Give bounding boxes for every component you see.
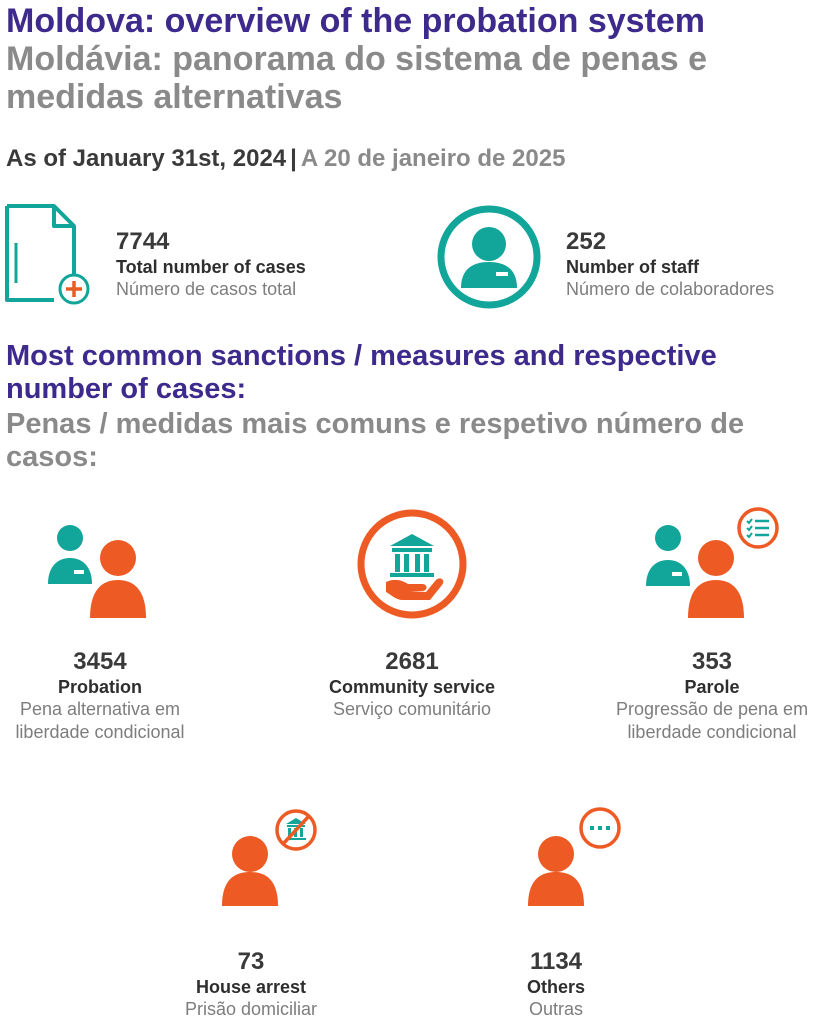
- item-label-pt: Outras: [528, 999, 584, 1019]
- others-icon: [520, 806, 624, 908]
- community-service-icon: [356, 508, 468, 620]
- item-probation: 3454 Probation Pena alternativa em liber…: [0, 648, 200, 744]
- date-en: As of January 31st, 2024: [6, 145, 287, 172]
- house-arrest-icon: [218, 808, 320, 908]
- item-label-pt: Pena alternativa em liberdade condiciona…: [15, 699, 185, 742]
- item-parole: 353 Parole Progressão de pena em liberda…: [612, 648, 812, 744]
- item-label-pt: Prisão domiciliar: [184, 999, 318, 1019]
- item-label-en: Probation: [58, 677, 142, 697]
- kpi-total-cases: 7744 Total number of cases Número de cas…: [116, 228, 306, 300]
- date-pt: A 20 de janeiro de 2025: [300, 145, 566, 172]
- kpi-staff: 252 Number of staff Número de colaborado…: [566, 228, 774, 300]
- item-label-pt: Serviço comunitário: [332, 699, 492, 719]
- item-label-pt: Progressão de pena em liberdade condicio…: [615, 699, 809, 742]
- item-value: 353: [691, 648, 733, 675]
- item-house-arrest: 73 House arrest Prisão domiciliar: [151, 948, 351, 1021]
- staff-person-icon: [436, 204, 542, 310]
- kpi-value: 252: [566, 228, 607, 255]
- item-value: 1134: [529, 948, 583, 975]
- item-label-en: Parole: [684, 677, 740, 697]
- item-others: 1134 Others Outras: [456, 948, 656, 1021]
- item-label-en: House arrest: [195, 977, 307, 997]
- kpi-label-pt: Número de casos total: [116, 279, 297, 299]
- page-title: Moldova: overview of the probation syste…: [6, 2, 706, 40]
- probation-people-icon: [46, 524, 154, 620]
- reference-date: As of January 31st, 2024 | A 20 de janeiro…: [6, 144, 565, 174]
- item-value: 2681: [385, 648, 439, 675]
- page-title-pt: Moldávia: panorama do sistema de penas e…: [6, 40, 708, 116]
- item-community-service: 2681 Community service Serviço comunitár…: [312, 648, 512, 721]
- kpi-value: 7744: [116, 228, 170, 255]
- kpi-label-pt: Número de colaboradores: [566, 279, 775, 299]
- kpi-label-en: Total number of cases: [116, 257, 306, 277]
- parole-checklist-icon: [638, 506, 786, 620]
- document-add-icon: [4, 203, 96, 307]
- item-value: 73: [237, 948, 265, 975]
- item-value: 3454: [73, 648, 127, 675]
- kpi-label-en: Number of staff: [566, 257, 700, 277]
- date-separator: |: [290, 145, 297, 172]
- section-title: Most common sanctions / measures and res…: [6, 340, 717, 405]
- item-label-en: Others: [526, 977, 586, 997]
- item-label-en: Community service: [328, 677, 496, 697]
- section-title-pt: Penas / medidas mais comuns e respetivo …: [6, 408, 745, 473]
